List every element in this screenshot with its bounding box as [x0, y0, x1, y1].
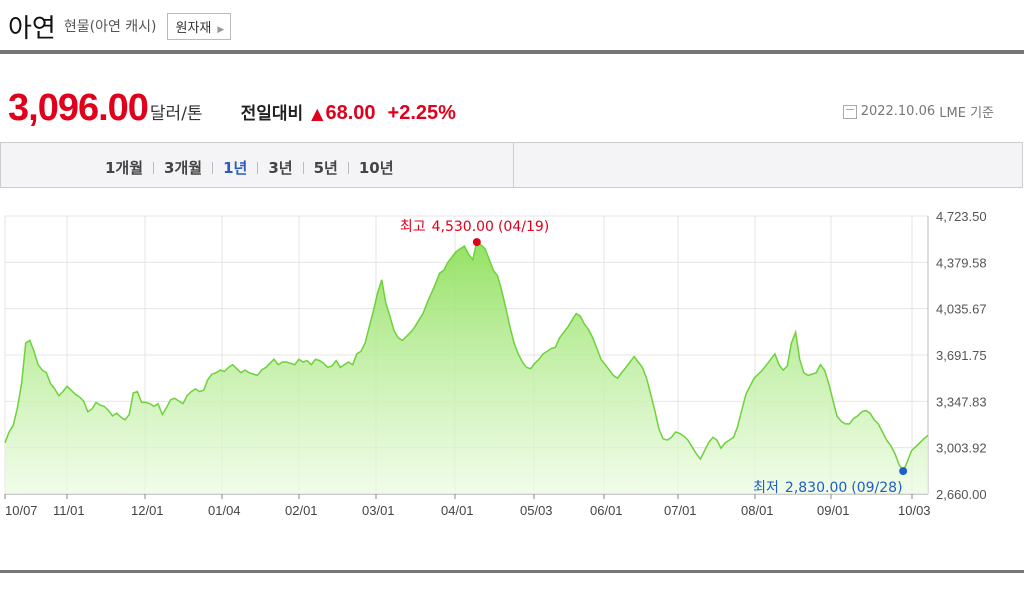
y-tick-label: 2,660.00 [936, 487, 987, 502]
x-tick-label: 12/01 [131, 503, 164, 518]
x-tick-label: 10/07 [5, 503, 38, 518]
tab-separator [153, 161, 155, 174]
tab-separator [302, 161, 304, 174]
x-tick-label: 08/01 [741, 503, 774, 518]
page-subtitle: 현물(아연 캐시) [63, 19, 157, 35]
price-unit: 달러/톤 [149, 104, 203, 124]
x-tick-label: 07/01 [664, 503, 697, 518]
top-divider [0, 50, 1024, 54]
tab-period-1[interactable]: 3개월 [164, 159, 203, 177]
x-tick-label: 04/01 [441, 503, 474, 518]
low-annotation-date: (09/28) [851, 480, 902, 496]
y-tick-label: 4,035.67 [936, 302, 987, 317]
y-tick-label: 4,723.50 [936, 209, 987, 224]
y-tick-label: 3,691.75 [936, 348, 987, 363]
price-summary: 3,096.00 달러/톤 전일대비 ▲ 68.00 +2.25% [8, 80, 456, 130]
tab-period-4[interactable]: 5년 [313, 159, 338, 177]
y-tick-label: 4,379.58 [936, 255, 987, 270]
price-change-percent: +2.25% [387, 102, 456, 124]
tab-period-5[interactable]: 10년 [358, 159, 394, 177]
tab-period-0[interactable]: 1개월 [105, 159, 144, 177]
price-area [5, 242, 928, 494]
price-chart: 4,723.50 4,379.58 4,035.67 3,691.75 3,347.83… [4, 209, 987, 518]
up-triangle-icon: ▲ [311, 104, 324, 123]
tab-period-2[interactable]: 1년 [223, 159, 248, 177]
x-tick-label: 02/01 [285, 503, 318, 518]
high-annotation-label: 최고 [400, 219, 426, 235]
chevron-right-icon: ▶ [217, 24, 225, 35]
low-point [899, 467, 908, 476]
price-source: LME 기준 [939, 106, 994, 121]
high-annotation-value-text: 4,530.00 [432, 219, 494, 235]
tabs-divider [513, 143, 514, 187]
raw-material-button[interactable]: 원자재 ▶ [166, 12, 232, 40]
x-tick-label: 10/03 [898, 503, 931, 518]
x-tick-label: 11/01 [53, 503, 85, 518]
low-annotation-value-text: 2,830.00 [785, 480, 847, 496]
tab-separator [257, 161, 259, 174]
period-tabs: 1개월 3개월 1년 3년 5년 10년 [0, 142, 1023, 188]
calendar-icon [842, 104, 857, 119]
tab-separator [212, 161, 214, 174]
x-tick-label: 06/01 [590, 503, 623, 518]
header: 아연 현물(아연 캐시) 원자재 ▶ [8, 6, 232, 46]
period-tab-list: 1개월 3개월 1년 3년 5년 10년 [105, 157, 404, 178]
bottom-divider [0, 570, 1024, 573]
x-tick-label: 09/01 [817, 503, 850, 518]
price-change: 68.00 [325, 102, 376, 124]
tab-period-3[interactable]: 3년 [268, 159, 293, 177]
low-annotation: 최저 2,830.00 (09/28) [753, 480, 902, 496]
high-annotation: 최고 4,530.00 (04/19) [400, 219, 549, 235]
page-title: 아연 [8, 13, 56, 44]
x-tick-label: 03/01 [362, 503, 395, 518]
y-tick-label: 3,347.83 [936, 394, 987, 409]
date-info: 2022.10.06 LME 기준 [842, 102, 994, 121]
compare-label: 전일대비 [240, 104, 304, 124]
price-date: 2022.10.06 [860, 104, 936, 119]
current-price: 3,096.00 [8, 87, 149, 129]
x-tick-label: 01/04 [208, 503, 241, 518]
raw-material-label: 원자재 [175, 20, 212, 36]
high-annotation-date: (04/19) [498, 219, 549, 235]
tab-separator [347, 161, 349, 174]
price-line [4, 240, 929, 473]
y-tick-label: 3,003.92 [936, 441, 987, 456]
x-tick-label: 05/03 [520, 503, 553, 518]
high-point [472, 238, 481, 247]
low-annotation-label: 최저 [753, 480, 779, 496]
